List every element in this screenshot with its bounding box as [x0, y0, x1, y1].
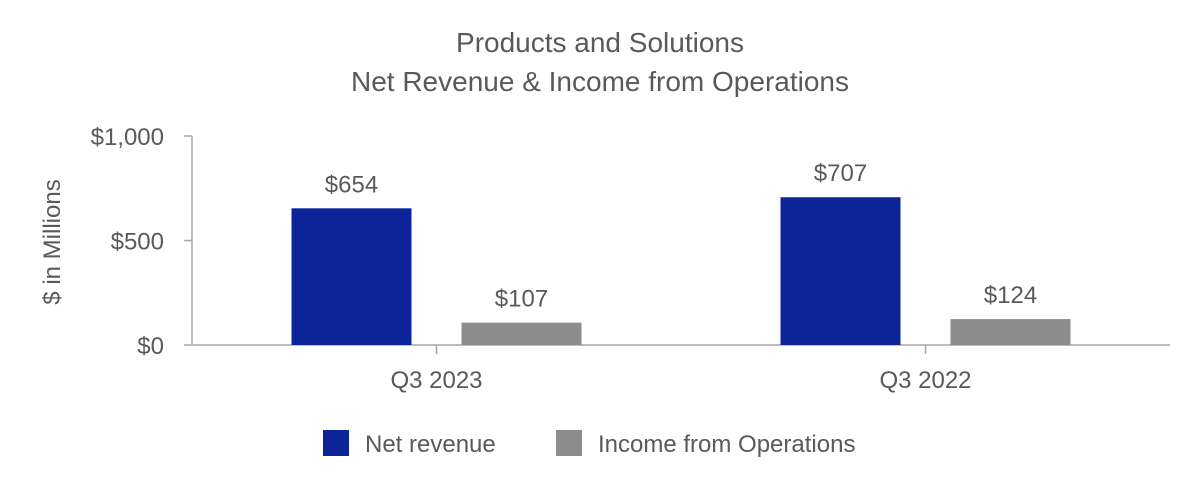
- x-axis: Q3 2023 Q3 2022: [192, 344, 1170, 394]
- legend-swatch: [556, 430, 582, 456]
- legend: Net revenue Income from Operations: [323, 430, 855, 458]
- bar: [780, 197, 901, 345]
- y-axis-title: $ in Millions: [39, 179, 66, 304]
- data-labels: $654 $107 $707 $124: [325, 160, 1037, 312]
- chart-title: Products and Solutions Net Revenue & Inc…: [351, 27, 849, 97]
- bars: [291, 197, 1071, 345]
- legend-label: Net revenue: [365, 431, 496, 458]
- data-label: $124: [984, 282, 1037, 309]
- data-label: $654: [325, 171, 378, 198]
- x-tick-label: Q3 2022: [879, 367, 971, 394]
- y-tick-label: $1,000: [91, 124, 164, 151]
- bar: [461, 322, 582, 345]
- bar: [291, 208, 412, 345]
- y-axis: $0 $500 $1,000: [91, 124, 193, 360]
- bar: [950, 319, 1071, 345]
- data-label: $707: [814, 160, 867, 187]
- chart-title-line-1: Products and Solutions: [456, 27, 744, 58]
- y-tick-label: $500: [111, 229, 164, 256]
- chart-title-line-2: Net Revenue & Income from Operations: [351, 66, 849, 97]
- x-tick-label: Q3 2023: [390, 367, 482, 394]
- legend-label: Income from Operations: [598, 431, 855, 458]
- y-tick-label: $0: [137, 333, 164, 360]
- data-label: $107: [495, 286, 548, 313]
- legend-swatch: [323, 430, 349, 456]
